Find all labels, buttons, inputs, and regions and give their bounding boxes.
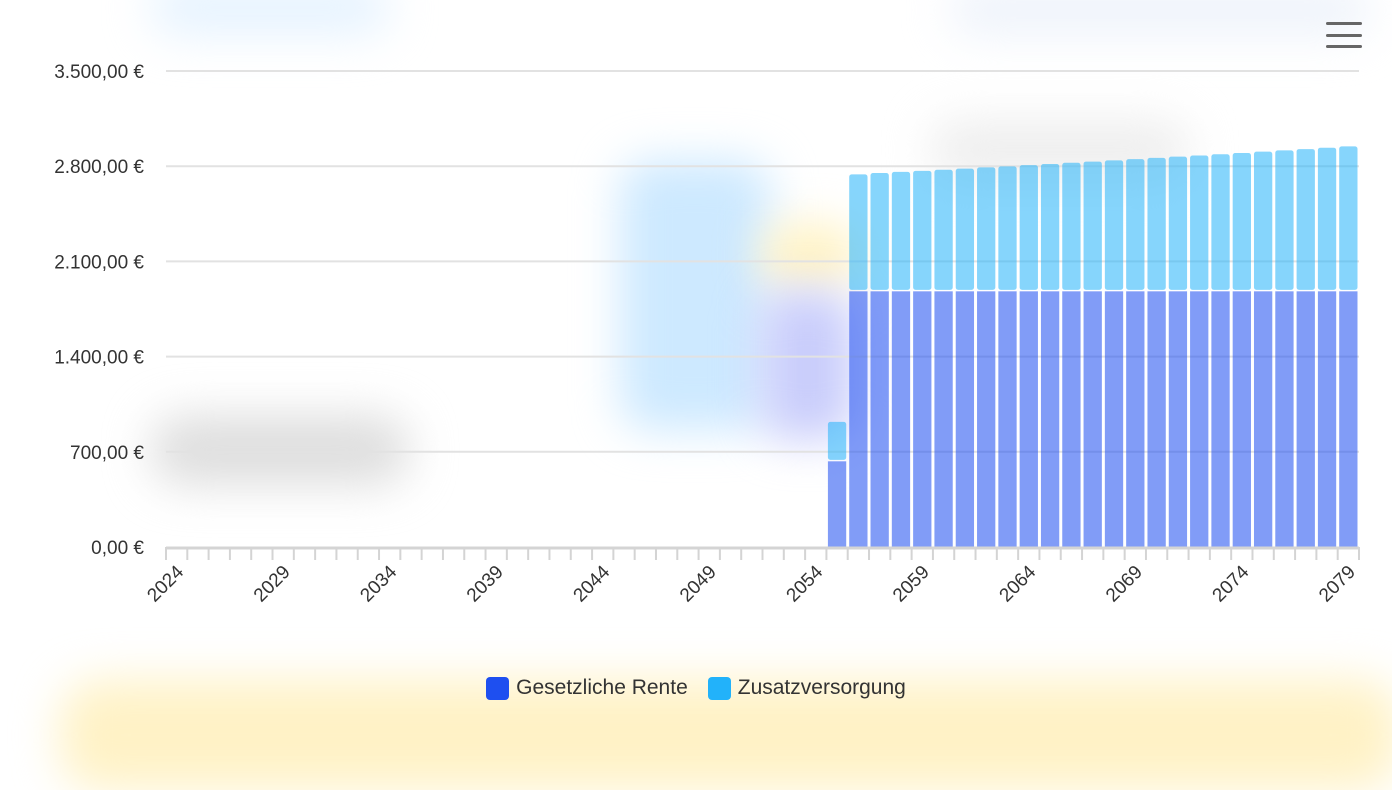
bar-zusatzversorgung[interactable] — [1083, 161, 1102, 290]
y-tick-label: 1.400,00 € — [54, 348, 144, 369]
bar-gesetzliche-rente[interactable] — [1040, 291, 1060, 547]
bar-zusatzversorgung[interactable] — [1104, 160, 1124, 290]
bar-zusatzversorgung[interactable] — [1253, 151, 1273, 290]
legend-label: Gesetzliche Rente — [516, 676, 688, 699]
bar-gesetzliche-rente[interactable] — [1147, 291, 1166, 547]
bar-gesetzliche-rente[interactable] — [913, 291, 932, 547]
x-tick-label: 2069 — [1102, 562, 1147, 607]
bar-gesetzliche-rente[interactable] — [1190, 291, 1209, 547]
x-tick-label: 2044 — [570, 561, 615, 606]
bar-gesetzliche-rente[interactable] — [1126, 291, 1145, 547]
y-tick-label: 2.100,00 € — [54, 252, 144, 273]
y-axis-labels: 0,00 € 700,00 € 1.400,00 € 2.100,00 € 2.800,… — [54, 62, 144, 559]
bar-gesetzliche-rente[interactable] — [1339, 291, 1358, 547]
bar-zusatzversorgung[interactable] — [849, 174, 868, 290]
bar-gesetzliche-rente[interactable] — [1253, 291, 1273, 547]
bar-zusatzversorgung[interactable] — [891, 171, 911, 290]
bars — [827, 146, 1358, 547]
x-axis-labels: 2024 2029 2034 2039 2044 2049 2054 2059 2064 2069… — [143, 561, 1359, 606]
blurred-background-shape — [760, 225, 860, 285]
bar-gesetzliche-rente[interactable] — [955, 291, 975, 547]
x-tick-label: 2034 — [356, 561, 401, 606]
bar-gesetzliche-rente[interactable] — [1275, 291, 1294, 547]
bar-zusatzversorgung[interactable] — [1190, 155, 1209, 290]
x-tick-label: 2049 — [676, 562, 721, 607]
bar-zusatzversorgung[interactable] — [913, 170, 932, 290]
bar-zusatzversorgung[interactable] — [1147, 157, 1166, 290]
x-tick-label: 2064 — [996, 561, 1041, 606]
bar-gesetzliche-rente[interactable] — [1019, 291, 1038, 547]
hamburger-menu-icon[interactable] — [1326, 22, 1362, 48]
menu-line — [1326, 22, 1362, 25]
legend-item-zusatzversorgung[interactable]: Zusatzversorgung — [707, 676, 906, 700]
x-tick-label: 2074 — [1209, 561, 1254, 606]
bar-gesetzliche-rente[interactable] — [1296, 291, 1315, 547]
blurred-background-shape — [150, 0, 390, 35]
blurred-background-shape — [760, 290, 855, 440]
y-tick-label: 3.500,00 € — [54, 62, 144, 83]
bar-zusatzversorgung[interactable] — [1296, 149, 1315, 290]
bar-gesetzliche-rente[interactable] — [1317, 291, 1337, 547]
legend-label: Zusatzversorgung — [737, 676, 906, 699]
bar-zusatzversorgung[interactable] — [934, 169, 953, 290]
bar-zusatzversorgung[interactable] — [1275, 150, 1294, 290]
x-tick-label: 2029 — [250, 562, 295, 607]
menu-line — [1326, 45, 1362, 48]
bar-gesetzliche-rente[interactable] — [870, 291, 889, 547]
bar-zusatzversorgung[interactable] — [827, 421, 847, 460]
bar-gesetzliche-rente[interactable] — [998, 291, 1017, 547]
x-tick-label: 2079 — [1315, 562, 1360, 607]
x-tick-label: 2024 — [143, 561, 188, 606]
bar-gesetzliche-rente[interactable] — [1062, 291, 1081, 547]
bar-gesetzliche-rente[interactable] — [1211, 291, 1230, 547]
y-tick-label: 2.800,00 € — [54, 157, 144, 178]
bar-zusatzversorgung[interactable] — [977, 167, 996, 290]
y-tick-label: 700,00 € — [70, 443, 144, 464]
x-tick-label: 2059 — [889, 562, 934, 607]
bar-zusatzversorgung[interactable] — [1062, 162, 1081, 290]
bar-zusatzversorgung[interactable] — [1317, 147, 1337, 290]
blurred-background-shape — [150, 415, 410, 485]
x-tick-label: 2039 — [463, 562, 508, 607]
menu-line — [1326, 33, 1362, 37]
bar-gesetzliche-rente[interactable] — [977, 291, 996, 547]
bar-zusatzversorgung[interactable] — [1019, 165, 1038, 290]
bar-gesetzliche-rente[interactable] — [891, 291, 911, 547]
blurred-background-shape — [620, 160, 770, 430]
chart-legend: Gesetzliche Rente Zusatzversorgung — [0, 676, 1392, 700]
bar-zusatzversorgung[interactable] — [998, 166, 1017, 290]
y-tick-label: 0,00 € — [91, 538, 144, 559]
bar-gesetzliche-rente[interactable] — [1168, 291, 1188, 547]
bar-gesetzliche-rente[interactable] — [1104, 291, 1124, 547]
bar-zusatzversorgung[interactable] — [1232, 153, 1251, 290]
bar-zusatzversorgung[interactable] — [1168, 156, 1188, 290]
bar-gesetzliche-rente[interactable] — [1232, 291, 1251, 547]
blurred-background-shape — [950, 0, 1370, 35]
legend-swatch — [486, 676, 510, 700]
bar-zusatzversorgung[interactable] — [955, 168, 975, 290]
x-tick-label: 2054 — [783, 561, 828, 606]
bar-zusatzversorgung[interactable] — [870, 173, 889, 290]
bar-gesetzliche-rente[interactable] — [827, 461, 847, 547]
bar-zusatzversorgung[interactable] — [1211, 154, 1230, 290]
bar-zusatzversorgung[interactable] — [1339, 146, 1358, 290]
bar-zusatzversorgung[interactable] — [1126, 159, 1145, 290]
legend-item-gesetzliche-rente[interactable]: Gesetzliche Rente — [486, 676, 688, 700]
legend-swatch — [707, 676, 731, 700]
pension-bar-chart: 0,00 € 700,00 € 1.400,00 € 2.100,00 € 2.800,… — [54, 62, 1360, 606]
bar-gesetzliche-rente[interactable] — [849, 291, 868, 547]
bar-gesetzliche-rente[interactable] — [1083, 291, 1102, 547]
bar-gesetzliche-rente[interactable] — [934, 291, 953, 547]
bar-zusatzversorgung[interactable] — [1040, 164, 1060, 290]
x-axis — [165, 546, 1360, 560]
